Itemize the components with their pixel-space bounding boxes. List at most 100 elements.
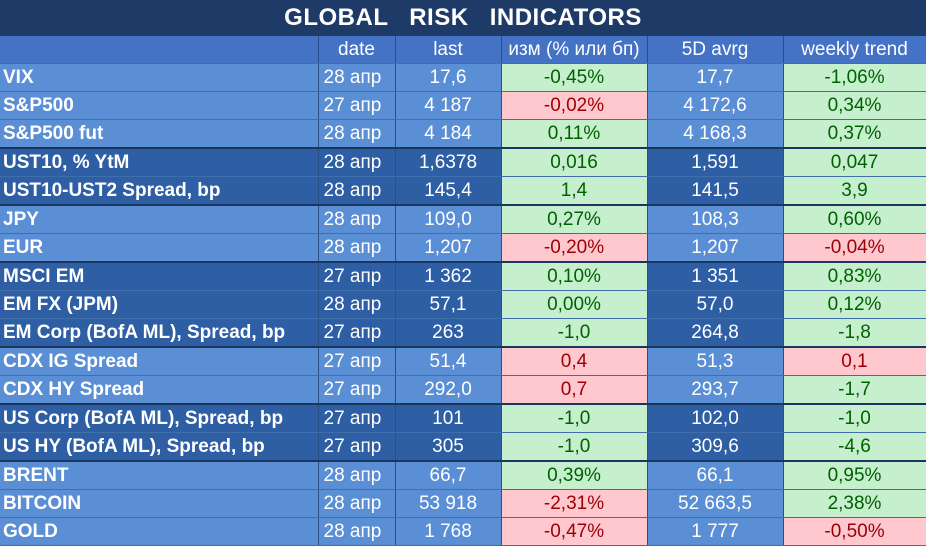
- date-cell: 28 апр: [318, 205, 396, 234]
- change-cell: -1,0: [501, 404, 648, 433]
- table-row: US Corp (BofA ML), Spread, bp 27 апр 101 -1…: [0, 404, 926, 433]
- five-day-average-cell: 309,6: [647, 432, 784, 462]
- last-value-cell: 101: [395, 404, 502, 433]
- change-cell: 1,4: [501, 176, 648, 206]
- change-cell: -0,47%: [501, 517, 648, 546]
- table-row: US HY (BofA ML), Spread, bp 27 апр 305 -1,0…: [0, 432, 926, 462]
- table-row: JPY 28 апр 109,0 0,27% 108,3 0,60%: [0, 205, 926, 234]
- indicator-name-cell: US HY (BofA ML), Spread, bp: [0, 432, 319, 462]
- header-date: date: [318, 36, 396, 64]
- table-row: GOLD 28 апр 1 768 -0,47% 1 777 -0,50%: [0, 517, 926, 546]
- last-value-cell: 57,1: [395, 290, 502, 319]
- last-value-cell: 4 184: [395, 119, 502, 149]
- date-cell: 28 апр: [318, 63, 396, 92]
- five-day-average-cell: 1 351: [647, 262, 784, 291]
- last-value-cell: 145,4: [395, 176, 502, 206]
- table-row: UST10, % YtM 28 апр 1,6378 0,016 1,591 0,047: [0, 148, 926, 177]
- last-value-cell: 1,6378: [395, 148, 502, 177]
- table-header-row: date last изм (% или бп) 5D avrg weekly …: [0, 36, 926, 64]
- change-cell: -1,0: [501, 432, 648, 462]
- change-cell: 0,11%: [501, 119, 648, 149]
- change-cell: 0,39%: [501, 461, 648, 490]
- last-value-cell: 4 187: [395, 91, 502, 120]
- weekly-trend-cell: 3,9: [783, 176, 926, 206]
- five-day-average-cell: 4 168,3: [647, 119, 784, 149]
- table-row: UST10-UST2 Spread, bp 28 апр 145,4 1,4 141,5…: [0, 176, 926, 206]
- weekly-trend-cell: 0,12%: [783, 290, 926, 319]
- indicator-name-cell: MSCI EM: [0, 262, 319, 291]
- table-row: EM FX (JPM) 28 апр 57,1 0,00% 57,0 0,12%: [0, 290, 926, 319]
- date-cell: 28 апр: [318, 517, 396, 546]
- five-day-average-cell: 4 172,6: [647, 91, 784, 120]
- indicator-name-cell: EM Corp (BofA ML), Spread, bp: [0, 318, 319, 348]
- weekly-trend-cell: -1,8: [783, 318, 926, 348]
- weekly-trend-cell: -1,7: [783, 375, 926, 405]
- change-cell: 0,27%: [501, 205, 648, 234]
- change-cell: -0,20%: [501, 233, 648, 263]
- date-cell: 28 апр: [318, 233, 396, 263]
- weekly-trend-cell: 0,60%: [783, 205, 926, 234]
- last-value-cell: 305: [395, 432, 502, 462]
- change-cell: 0,016: [501, 148, 648, 177]
- weekly-trend-cell: -1,0: [783, 404, 926, 433]
- date-cell: 27 апр: [318, 91, 396, 120]
- table-row: VIX 28 апр 17,6 -0,45% 17,7 -1,06%: [0, 63, 926, 92]
- last-value-cell: 109,0: [395, 205, 502, 234]
- five-day-average-cell: 66,1: [647, 461, 784, 490]
- last-value-cell: 17,6: [395, 63, 502, 92]
- date-cell: 28 апр: [318, 148, 396, 177]
- change-cell: -1,0: [501, 318, 648, 348]
- indicator-name-cell: GOLD: [0, 517, 319, 546]
- five-day-average-cell: 264,8: [647, 318, 784, 348]
- date-cell: 27 апр: [318, 404, 396, 433]
- weekly-trend-cell: 0,83%: [783, 262, 926, 291]
- five-day-average-cell: 141,5: [647, 176, 784, 206]
- weekly-trend-cell: -0,50%: [783, 517, 926, 546]
- weekly-trend-cell: 0,34%: [783, 91, 926, 120]
- indicators-table: date last изм (% или бп) 5D avrg weekly …: [0, 36, 926, 546]
- indicator-name-cell: CDX HY Spread: [0, 375, 319, 405]
- indicator-name-cell: US Corp (BofA ML), Spread, bp: [0, 404, 319, 433]
- five-day-average-cell: 57,0: [647, 290, 784, 319]
- five-day-average-cell: 51,3: [647, 347, 784, 376]
- date-cell: 27 апр: [318, 318, 396, 348]
- change-cell: 0,7: [501, 375, 648, 405]
- change-cell: -0,45%: [501, 63, 648, 92]
- date-cell: 28 апр: [318, 461, 396, 490]
- date-cell: 28 апр: [318, 119, 396, 149]
- change-cell: 0,4: [501, 347, 648, 376]
- date-cell: 28 апр: [318, 489, 396, 518]
- table-row: S&P500 27 апр 4 187 -0,02% 4 172,6 0,34%: [0, 91, 926, 120]
- last-value-cell: 1 362: [395, 262, 502, 291]
- five-day-average-cell: 102,0: [647, 404, 784, 433]
- indicator-name-cell: S&P500 fut: [0, 119, 319, 149]
- indicator-name-cell: EM FX (JPM): [0, 290, 319, 319]
- weekly-trend-cell: -1,06%: [783, 63, 926, 92]
- last-value-cell: 1,207: [395, 233, 502, 263]
- five-day-average-cell: 1 777: [647, 517, 784, 546]
- five-day-average-cell: 1,591: [647, 148, 784, 177]
- indicator-name-cell: EUR: [0, 233, 319, 263]
- page-title: GLOBAL RISK INDICATORS: [0, 0, 926, 36]
- date-cell: 27 апр: [318, 432, 396, 462]
- indicator-name-cell: VIX: [0, 63, 319, 92]
- indicator-name-cell: S&P500: [0, 91, 319, 120]
- table-row: BITCOIN 28 апр 53 918 -2,31% 52 663,5 2,38%: [0, 489, 926, 518]
- indicator-name-cell: BITCOIN: [0, 489, 319, 518]
- date-cell: 27 апр: [318, 262, 396, 291]
- table-row: BRENT 28 апр 66,7 0,39% 66,1 0,95%: [0, 461, 926, 490]
- table-row: CDX HY Spread 27 апр 292,0 0,7 293,7 -1,7: [0, 375, 926, 405]
- header-change: изм (% или бп): [501, 36, 648, 64]
- last-value-cell: 292,0: [395, 375, 502, 405]
- header-indicator: [0, 36, 319, 64]
- weekly-trend-cell: 2,38%: [783, 489, 926, 518]
- table-row: MSCI EM 27 апр 1 362 0,10% 1 351 0,83%: [0, 262, 926, 291]
- table-row: CDX IG Spread 27 апр 51,4 0,4 51,3 0,1: [0, 347, 926, 376]
- last-value-cell: 263: [395, 318, 502, 348]
- weekly-trend-cell: 0,37%: [783, 119, 926, 149]
- five-day-average-cell: 108,3: [647, 205, 784, 234]
- date-cell: 28 апр: [318, 176, 396, 206]
- five-day-average-cell: 52 663,5: [647, 489, 784, 518]
- change-cell: 0,00%: [501, 290, 648, 319]
- five-day-average-cell: 293,7: [647, 375, 784, 405]
